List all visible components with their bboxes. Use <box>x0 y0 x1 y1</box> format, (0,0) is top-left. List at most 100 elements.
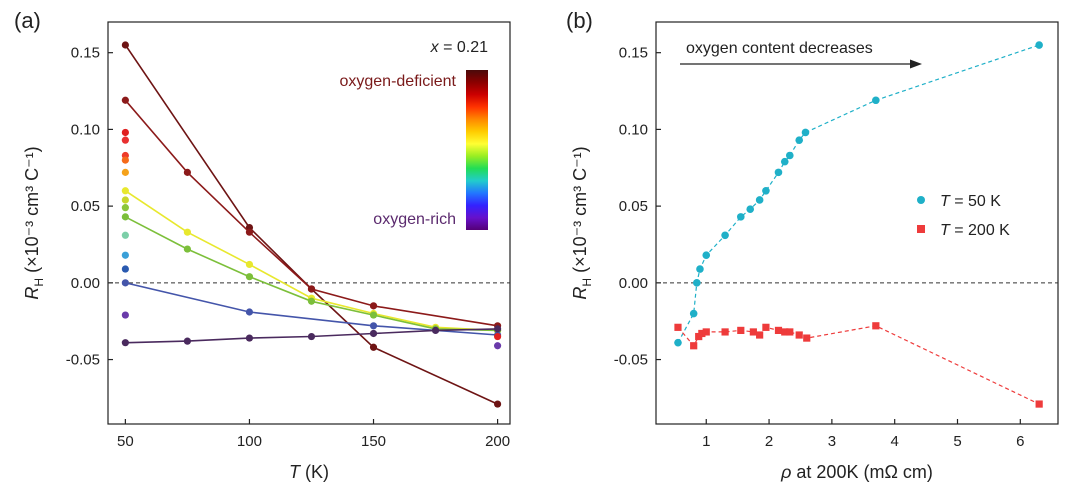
panel-b-data-point <box>1035 400 1043 408</box>
panel-a-data-point <box>183 228 192 236</box>
panel-a-data-point <box>245 273 254 281</box>
panel-a-plot-frame <box>107 21 511 425</box>
panel-a-xtick-label: 200 <box>485 433 510 450</box>
panel-a-data-point <box>183 168 192 176</box>
panel-b-data-point <box>762 186 770 195</box>
panel-a-series-line <box>124 99 498 327</box>
panel-a-data-point <box>369 322 378 330</box>
panel-a-data-point <box>121 128 129 137</box>
panel-b-ylabel-var: R <box>570 287 590 300</box>
panel-b-ylabel: RH (×10⁻³ cm³ C⁻¹) <box>570 146 594 299</box>
panel-a-series <box>121 187 502 335</box>
panel-a-data-point <box>245 308 254 316</box>
panel-b-ytick-label: 0.15 <box>619 45 648 62</box>
panel-a-ytick-label: -0.05 <box>66 352 100 369</box>
panel-a-data-point <box>183 245 192 253</box>
panel-b-data-point <box>774 326 783 335</box>
panel-a-ytick-label: 0.00 <box>71 275 100 292</box>
panel-b-xtick-label: 5 <box>953 433 961 450</box>
panel-b-data-point <box>872 96 880 105</box>
panel-a-ylabel-sub: H <box>32 278 46 287</box>
panel-a-data-point <box>121 168 129 176</box>
panel-b-data-point <box>746 205 755 213</box>
panel-a-data-point <box>121 196 129 204</box>
panel-b-axes: 1 2 3 4 5 6 -0.05 0.00 0.05 0.10 0.15 RH (×10⁻³ cm³… <box>570 21 1059 450</box>
panel-b-legend-label: T = 50 K <box>940 193 1001 210</box>
panel-a-label: (a) <box>14 8 41 33</box>
panel-a-series <box>121 213 502 335</box>
panel-b-ytick-label: 0.00 <box>619 275 648 292</box>
panel-a-xtick-label: 50 <box>117 433 134 450</box>
panel-b-data-point <box>780 157 789 166</box>
panel-a-data-point <box>121 213 129 221</box>
panel-a-annotation-deficient: oxygen-deficient <box>339 73 456 90</box>
panel-b-ytick-label: 0.10 <box>619 121 648 138</box>
panel-a-data-point <box>307 297 316 305</box>
panel-a-data-point <box>245 334 254 342</box>
panel-b-ytick-label: 0.05 <box>619 198 648 215</box>
panel-a-ylabel-var: R <box>22 287 42 300</box>
panel-b-xtick-label: 3 <box>828 433 836 450</box>
panel-a-data-point <box>369 343 378 351</box>
panel-a-ytick-label: 0.05 <box>71 198 100 215</box>
panel-b-xtick-label: 6 <box>1016 433 1024 450</box>
panel-b-plot-frame <box>655 21 1059 425</box>
panel-a-data-point <box>493 342 502 350</box>
panel-b-legend-rest: = 50 K <box>950 193 1001 210</box>
panel-a-series-line <box>125 216 498 332</box>
panel-b-data-point <box>698 329 706 338</box>
panel-b-data-point <box>690 342 698 350</box>
panel-b-data-point <box>801 128 810 137</box>
panel-a-annotation-x-value: = 0.21 <box>439 39 488 56</box>
panel-a-data-point <box>121 265 129 273</box>
panel-b-data-point <box>803 334 811 342</box>
panel-a-data-point <box>121 204 129 212</box>
panel-b-data-point <box>736 213 745 221</box>
panel-a-annotation-x: x = 0.21 <box>430 39 488 56</box>
panel-a-data-point <box>493 325 502 333</box>
panel-b-data-point <box>774 168 783 177</box>
panel-b-legend-var: T <box>940 222 951 239</box>
panel-b-legend-var: T <box>940 193 951 210</box>
panel-a-data-point <box>245 260 254 269</box>
panel-a-xtick-label: 150 <box>361 433 386 450</box>
panel-a-data-point <box>121 136 129 144</box>
panel-b-data-point <box>1035 41 1043 49</box>
panel-a-annotation-x-var: x <box>430 39 440 56</box>
panel-b-series <box>674 322 1043 408</box>
panel-b-arrow-text: oxygen content decreases <box>686 40 873 57</box>
panel-b-data-point <box>721 328 729 336</box>
panel-a-xtick-label: 100 <box>237 433 262 450</box>
panel-b-data-point <box>702 328 710 336</box>
panel-a-data-point <box>183 337 192 345</box>
panel-a-colorbar <box>466 70 488 230</box>
panel-b-data-point <box>721 231 729 240</box>
panel-a-data-point <box>493 332 502 341</box>
panel-b-xlabel: ρ at 200K (mΩ cm) <box>780 462 933 482</box>
panel-b-arrow-head <box>910 59 922 69</box>
panel-a-ylabel: RH (×10⁻³ cm³ C⁻¹) <box>22 146 46 299</box>
panel-b-data-point <box>674 338 682 347</box>
panel-b-data-point <box>674 323 682 331</box>
panel-b-data-point <box>872 322 880 330</box>
panel-b-legend-marker <box>917 225 925 233</box>
panel-b-data-point <box>702 251 711 260</box>
panel-a-data-point <box>121 311 129 319</box>
panel-b-data-point <box>762 323 770 331</box>
panel-a-data-point <box>369 302 378 310</box>
panel-a-xlabel: T (K) <box>289 462 329 482</box>
panel-b-data-point <box>781 328 789 336</box>
panel-b-legend-rest: = 200 K <box>950 222 1010 239</box>
panel-a-data-point <box>245 228 254 236</box>
panel-a-data-point <box>431 326 440 335</box>
panel-b-data-point <box>755 196 764 204</box>
panel-a-data-point <box>121 231 129 239</box>
panel-a-axes: 50 100 150 200 -0.05 0.00 0.05 0.10 0.15 RH (×10⁻… <box>22 21 511 450</box>
panel-b-xtick-label: 2 <box>765 433 773 450</box>
panel-b-data-point <box>786 328 794 336</box>
panel-a-data-point <box>121 41 129 49</box>
panel-b-label: (b) <box>566 8 593 33</box>
panel-b-ylabel-unit: (×10⁻³ cm³ C⁻¹) <box>570 146 590 278</box>
panel-b-data-point <box>696 265 704 273</box>
panel-a-data-point <box>121 279 129 287</box>
